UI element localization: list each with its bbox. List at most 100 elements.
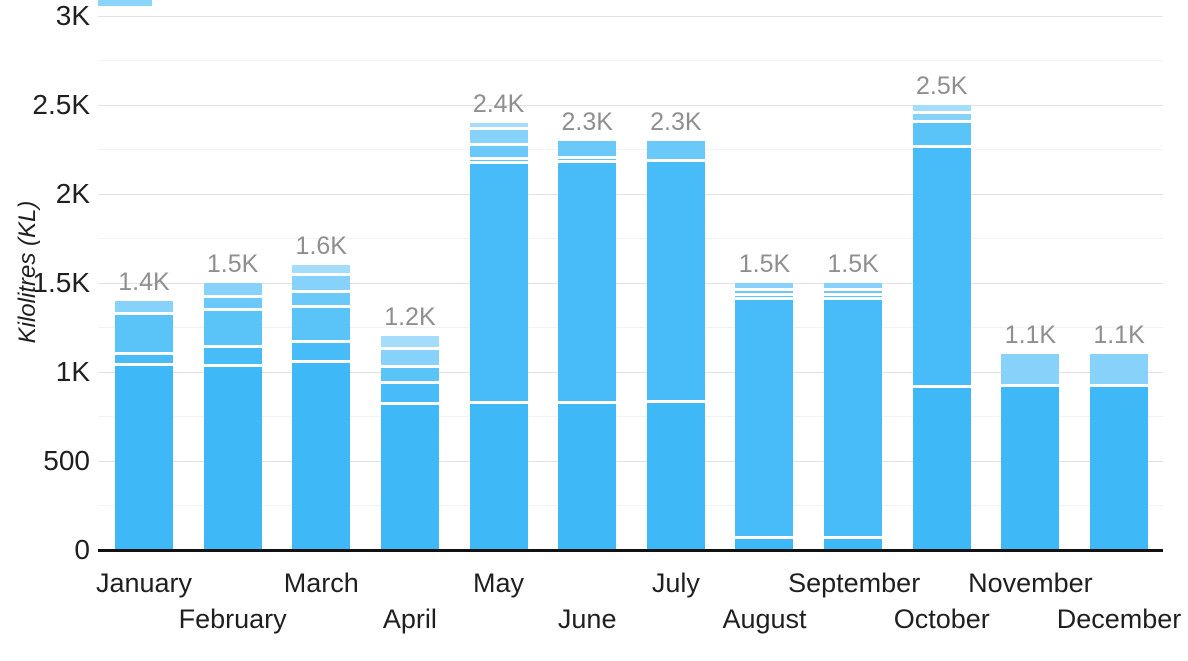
bar-total-label: 2.3K — [561, 107, 613, 136]
minor-gridline — [98, 416, 1163, 417]
x-tick-label-december: December — [1056, 604, 1182, 634]
bar-segment[interactable] — [469, 122, 528, 128]
bar-total-label: 1.6K — [295, 232, 347, 261]
bar-october[interactable] — [912, 105, 971, 550]
bar-segment[interactable] — [824, 297, 883, 536]
bar-segment[interactable] — [292, 290, 351, 306]
minor-gridline — [98, 238, 1163, 239]
bar-march[interactable] — [292, 265, 351, 550]
bar-september[interactable] — [824, 283, 883, 550]
bar-segment[interactable] — [292, 273, 351, 291]
bar-august[interactable] — [735, 283, 794, 550]
bar-segment[interactable] — [115, 300, 173, 312]
bar-segment[interactable] — [1090, 354, 1149, 385]
minor-gridline — [98, 505, 1163, 506]
bar-segment[interactable] — [469, 127, 528, 144]
bar-total-label: 1.4K — [118, 267, 170, 296]
bar-segment[interactable] — [558, 401, 617, 550]
x-tick-label-april: April — [382, 604, 437, 634]
bar-segment[interactable] — [646, 399, 705, 550]
bar-segment[interactable] — [735, 288, 794, 293]
bar-february[interactable] — [203, 283, 262, 550]
bar-segment[interactable] — [203, 364, 262, 550]
bar-segment[interactable] — [380, 336, 439, 348]
bar-segment[interactable] — [912, 385, 971, 550]
legend-swatch-partial — [98, 0, 152, 6]
major-gridline — [98, 15, 1163, 17]
bar-segment[interactable] — [115, 363, 173, 550]
bar-segment[interactable] — [824, 283, 883, 289]
bar-segment[interactable] — [115, 351, 173, 364]
x-tick-label-september: September — [788, 568, 921, 598]
bar-segment[interactable] — [646, 159, 705, 400]
bar-segment[interactable] — [735, 297, 794, 536]
bar-segment[interactable] — [469, 143, 528, 157]
bar-segment[interactable] — [824, 535, 883, 550]
x-tick-label-march: March — [283, 568, 359, 598]
bar-segment[interactable] — [735, 292, 794, 298]
minor-gridline — [98, 327, 1163, 328]
y-tick-label: 1.5K — [32, 267, 90, 298]
x-tick-label-may: May — [473, 568, 525, 598]
bar-segment[interactable] — [203, 283, 262, 295]
x-tick-label-june: June — [557, 604, 617, 634]
bar-segment[interactable] — [824, 288, 883, 293]
bar-segment[interactable] — [203, 307, 262, 346]
bar-segment[interactable] — [115, 311, 173, 352]
bar-segment[interactable] — [292, 339, 351, 360]
bar-segment[interactable] — [912, 111, 971, 121]
bar-segment[interactable] — [912, 105, 971, 112]
bar-segment[interactable] — [1001, 384, 1060, 550]
x-tick-label-january: January — [95, 568, 193, 598]
bar-segment[interactable] — [469, 161, 528, 402]
bar-segment[interactable] — [380, 380, 439, 403]
bar-segment[interactable] — [380, 347, 439, 365]
bar-segment[interactable] — [558, 155, 617, 161]
major-gridline — [98, 460, 1163, 462]
bar-segment[interactable] — [292, 265, 351, 274]
major-gridline — [98, 371, 1163, 373]
x-tick-label-november: November — [968, 568, 1093, 598]
bar-segment[interactable] — [735, 535, 794, 550]
bar-segment[interactable] — [912, 120, 971, 146]
y-tick-label: 3K — [55, 0, 90, 31]
bar-segment[interactable] — [1090, 384, 1149, 550]
bar-segment[interactable] — [735, 283, 794, 289]
bar-segment[interactable] — [292, 305, 351, 340]
bar-segment[interactable] — [558, 140, 617, 156]
bar-total-label: 1.5K — [738, 250, 791, 278]
bar-november[interactable] — [1001, 354, 1060, 550]
bar-segment[interactable] — [380, 364, 439, 381]
bar-segment[interactable] — [203, 294, 262, 308]
x-tick-label-august: August — [722, 604, 807, 634]
bar-may[interactable] — [469, 122, 528, 550]
bar-segment[interactable] — [469, 401, 528, 550]
bar-total-label: 1.5K — [206, 250, 259, 278]
x-tick-label-february: February — [178, 604, 287, 634]
bar-total-label: 1.1K — [1093, 321, 1145, 350]
bar-june[interactable] — [558, 140, 617, 550]
y-tick-label: 500 — [43, 445, 90, 476]
bar-total-label: 1.5K — [827, 250, 879, 278]
major-gridline — [98, 282, 1163, 284]
bar-july[interactable] — [646, 140, 705, 550]
x-axis-line — [98, 549, 1163, 552]
bar-december[interactable] — [1090, 354, 1149, 550]
bar-segment[interactable] — [824, 292, 883, 298]
bar-segment[interactable] — [380, 402, 439, 550]
bar-segment[interactable] — [203, 345, 262, 364]
bar-segment[interactable] — [912, 145, 971, 386]
bar-segment[interactable] — [1001, 354, 1060, 385]
bar-segment[interactable] — [292, 359, 351, 550]
bar-total-label: 2.3K — [650, 107, 702, 136]
bar-january[interactable] — [115, 300, 173, 550]
bar-segment[interactable] — [558, 160, 617, 402]
bar-segment[interactable] — [646, 140, 705, 160]
bar-april[interactable] — [380, 336, 439, 550]
y-tick-label: 1K — [55, 356, 90, 387]
bar-total-label: 1.2K — [384, 303, 436, 332]
x-tick-label-october: October — [893, 604, 990, 634]
bar-segment[interactable] — [469, 156, 528, 162]
bar-total-label: 2.4K — [472, 89, 525, 118]
